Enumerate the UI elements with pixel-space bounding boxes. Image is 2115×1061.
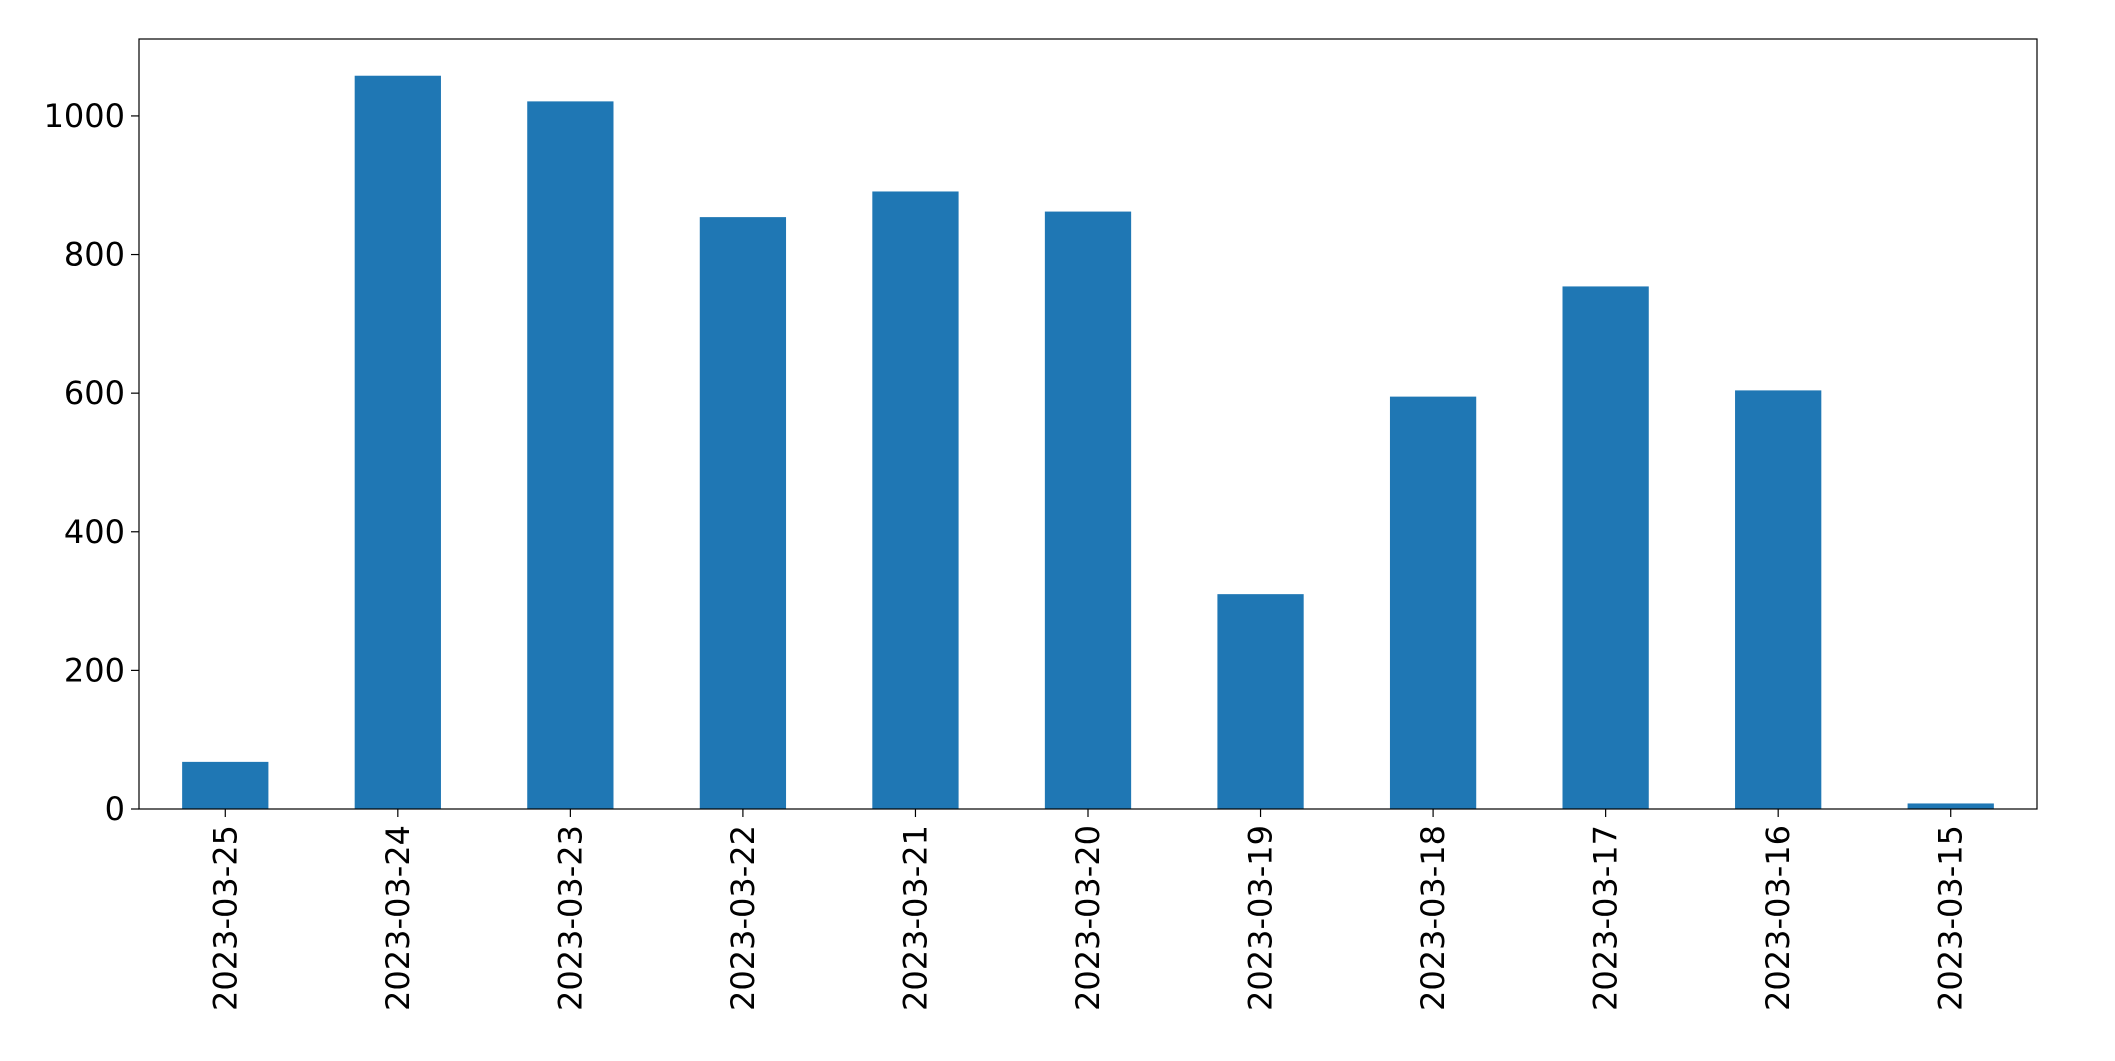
x-tick-label: 2023-03-19 — [1242, 825, 1280, 1011]
bar — [1907, 803, 1994, 809]
bar — [1389, 396, 1477, 809]
x-tick-label: 2023-03-16 — [1759, 825, 1797, 1011]
bar — [699, 217, 787, 810]
bar — [1562, 286, 1649, 809]
y-tick-label: 200 — [64, 651, 125, 689]
y-tick-label: 400 — [64, 513, 125, 551]
x-tick-label: 2023-03-22 — [724, 825, 762, 1011]
bar — [872, 191, 959, 810]
x-tick-label: 2023-03-15 — [1932, 825, 1970, 1011]
axes-frame — [138, 38, 2038, 810]
bar — [1044, 211, 1132, 809]
y-tick-label: 0 — [105, 790, 125, 828]
x-tick-label: 2023-03-24 — [379, 825, 417, 1011]
x-tick-label: 2023-03-25 — [206, 825, 244, 1011]
x-tick-label: 2023-03-21 — [896, 825, 934, 1011]
x-tick-label: 2023-03-17 — [1587, 825, 1625, 1011]
y-tick-label: 1000 — [44, 97, 125, 135]
x-tick-label: 2023-03-23 — [551, 825, 589, 1011]
bar — [527, 101, 614, 810]
bar — [1735, 390, 1822, 809]
bar — [354, 75, 441, 810]
x-tick-label: 2023-03-18 — [1414, 825, 1452, 1011]
bar — [1217, 594, 1304, 809]
bar — [182, 761, 269, 809]
y-tick-label: 600 — [64, 374, 125, 412]
x-tick-label: 2023-03-20 — [1069, 825, 1107, 1011]
y-tick-label: 800 — [64, 236, 125, 274]
